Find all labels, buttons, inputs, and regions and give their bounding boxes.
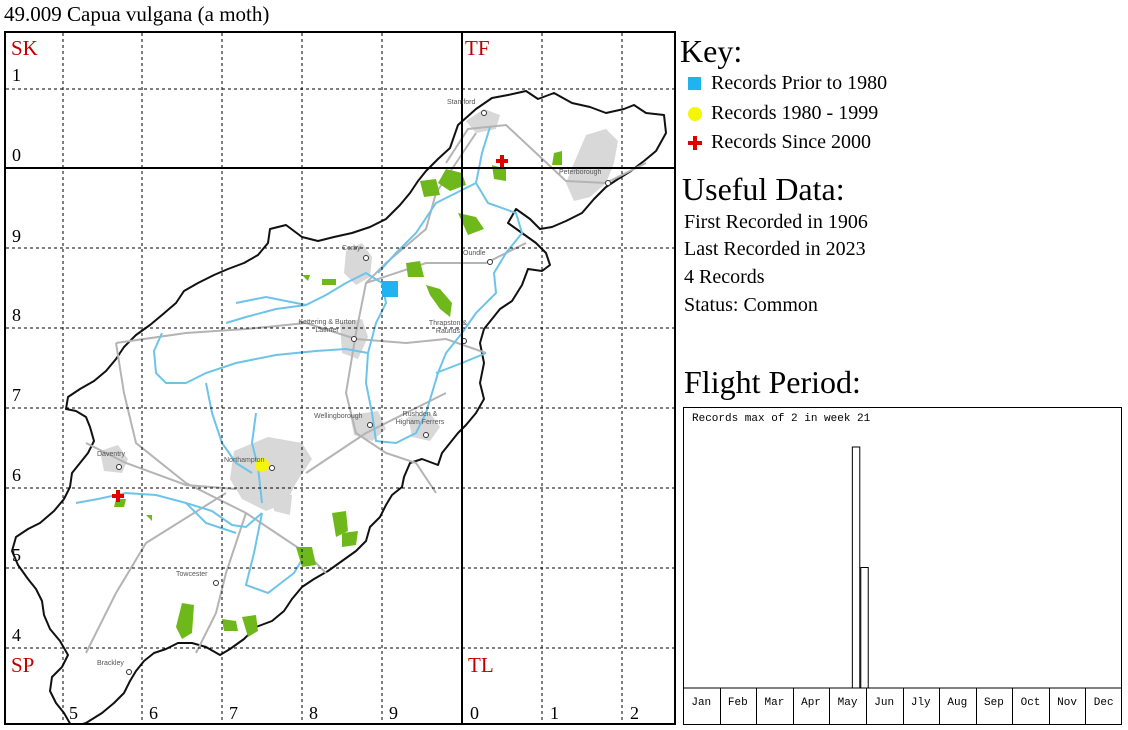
column-label: 7 xyxy=(229,703,238,723)
flight-period-note: Records max of 2 in week 21 xyxy=(692,413,871,425)
last-recorded: Last Recorded in 2023 xyxy=(684,238,866,260)
town-label: Towcester xyxy=(176,571,208,578)
distribution-map: SK TF SP TL 1 0 9 8 7 6 5 4 5 6 7 8 9 0 … xyxy=(4,31,676,725)
column-label: 6 xyxy=(149,703,158,723)
month-label: Dec xyxy=(1093,697,1114,709)
row-label: 4 xyxy=(12,625,21,645)
month-label: Jun xyxy=(874,697,895,709)
row-label: 6 xyxy=(12,465,21,485)
column-label: 9 xyxy=(389,703,398,723)
record-count: 4 Records xyxy=(684,266,765,288)
town-label: Corby xyxy=(342,245,361,252)
roads xyxy=(85,123,647,654)
key-label: Records Since 2000 xyxy=(711,131,871,153)
row-label: 0 xyxy=(12,145,21,165)
month-label: Feb xyxy=(727,697,748,709)
status: Status: Common xyxy=(684,294,818,316)
town-label: Kettering & Burton Latimer xyxy=(298,319,356,334)
month-label: May xyxy=(837,697,858,709)
county-boundary xyxy=(11,90,667,723)
column-label: 5 xyxy=(69,703,78,723)
major-grid-lines xyxy=(6,33,674,723)
town-label: Northampton xyxy=(224,457,265,464)
column-label: 8 xyxy=(309,703,318,723)
flight-period-plot xyxy=(683,446,1122,725)
town-label: Peterborough xyxy=(559,169,602,176)
key-item-1980-1999: Records 1980 - 1999 xyxy=(688,102,878,125)
record-prior-1980 xyxy=(382,281,398,297)
yellow-circle-icon xyxy=(688,106,702,121)
key-heading: Key: xyxy=(680,33,743,69)
row-label: 5 xyxy=(12,545,21,565)
record-since-2000 xyxy=(496,155,508,167)
key-label: Records Prior to 1980 xyxy=(711,72,888,94)
key-label: Records 1980 - 1999 xyxy=(711,102,879,124)
town-label: Brackley xyxy=(97,660,124,667)
grid-square-tf: TF xyxy=(465,36,490,60)
month-label: Oct xyxy=(1020,697,1041,709)
row-label: 7 xyxy=(12,385,21,405)
rivers xyxy=(75,126,524,595)
town-label: Thrapston & Raunds xyxy=(428,320,468,335)
red-cross-icon xyxy=(688,135,702,150)
grid-square-sp: SP xyxy=(11,653,35,677)
town-label: Stamford xyxy=(447,99,476,106)
row-label: 1 xyxy=(12,65,21,85)
first-recorded: First Recorded in 1906 xyxy=(684,211,868,233)
grid-square-tl: TL xyxy=(468,653,494,677)
key-item-since-2000: Records Since 2000 xyxy=(688,131,871,154)
grid-lines xyxy=(6,33,674,723)
record-since-2000 xyxy=(112,490,124,502)
flight-period-heading: Flight Period: xyxy=(684,364,861,400)
woodland xyxy=(114,151,562,639)
page-title: 49.009 Capua vulgana (a moth) xyxy=(4,2,270,26)
column-label: 1 xyxy=(550,703,559,723)
month-label: Sep xyxy=(984,697,1004,709)
grid-square-sk: SK xyxy=(11,36,38,60)
row-label: 8 xyxy=(12,305,21,325)
blue-square-icon xyxy=(688,77,701,90)
month-label: Apr xyxy=(801,697,821,709)
row-label: 9 xyxy=(12,226,21,246)
town-label: Rushden & Higham Ferrers xyxy=(395,411,445,426)
town-markers xyxy=(116,110,611,675)
column-label: 2 xyxy=(630,703,639,723)
month-label: Aug xyxy=(947,697,968,709)
key-item-prior-1980: Records Prior to 1980 xyxy=(688,72,887,95)
column-label: 0 xyxy=(470,703,479,723)
flight-bar xyxy=(860,567,869,689)
town-label: Daventry xyxy=(97,451,126,458)
town-label: Wellingborough xyxy=(314,413,363,420)
month-label: Mar xyxy=(764,697,785,709)
month-label: Jly xyxy=(910,697,931,709)
useful-data-heading: Useful Data: xyxy=(682,171,845,207)
month-label: Jan xyxy=(691,697,712,709)
flight-bar xyxy=(851,446,861,689)
town-label: Oundle xyxy=(463,250,486,257)
map-graphic xyxy=(6,33,674,723)
record-1980-1999 xyxy=(255,458,269,472)
flight-period-chart xyxy=(683,407,1122,725)
month-label: Nov xyxy=(1057,697,1077,709)
